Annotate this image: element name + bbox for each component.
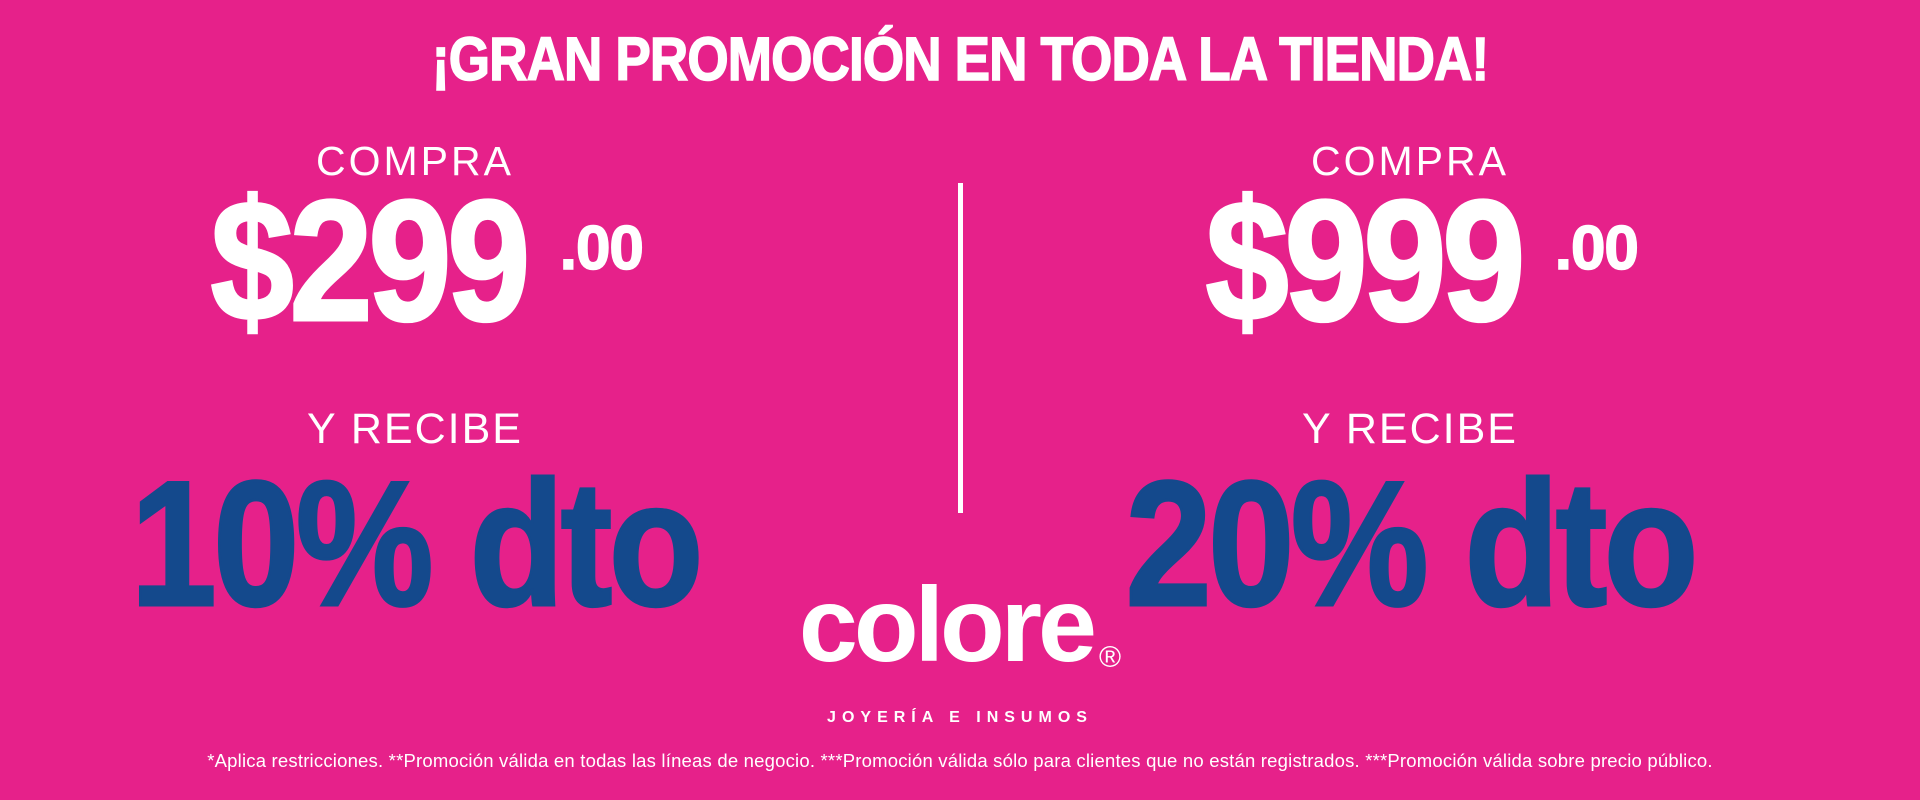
buy-label: COMPRA [316, 138, 514, 184]
brand-logo-text: colore [798, 566, 1097, 684]
offer-999: COMPRA $999 .00 Y RECIBE 20% dto [930, 138, 1890, 643]
price-cents: .00 [1554, 213, 1640, 284]
discount-text: 20% dto [1124, 444, 1699, 643]
vertical-divider [958, 183, 963, 513]
price-amount: $299 [209, 165, 531, 357]
discount-line: 10% dto [0, 444, 895, 643]
buy-label: COMPRA [1311, 138, 1509, 184]
registered-trademark-symbol: ® [1099, 641, 1122, 674]
discount-line: 20% dto [930, 444, 1890, 643]
price-amount: $999 [1204, 165, 1526, 357]
price-cents: .00 [559, 213, 645, 284]
brand-logo-block: colore ® JOYERÍA E INSUMOS [0, 572, 1920, 727]
offer-299: COMPRA $299 .00 Y RECIBE 10% dto [0, 138, 895, 643]
receive-label: Y RECIBE [1302, 405, 1518, 453]
price-line: $999 .00 [930, 165, 1890, 391]
legal-fine-print: *Aplica restricciones. **Promoción válid… [207, 750, 1713, 771]
discount-text: 10% dto [129, 444, 704, 643]
receive-label: Y RECIBE [307, 405, 523, 453]
promo-headline: ¡GRAN PROMOCIÓN EN TODA LA TIENDA! [0, 24, 1920, 94]
offers-row: COMPRA $299 .00 Y RECIBE 10% dto COMPRA $… [0, 138, 1920, 643]
brand-tagline: JOYERÍA E INSUMOS [827, 709, 1093, 726]
brand-logo: colore ® [0, 572, 1920, 705]
promo-headline-text: ¡GRAN PROMOCIÓN EN TODA LA TIENDA! [431, 24, 1490, 94]
price-line: $299 .00 [0, 165, 895, 391]
